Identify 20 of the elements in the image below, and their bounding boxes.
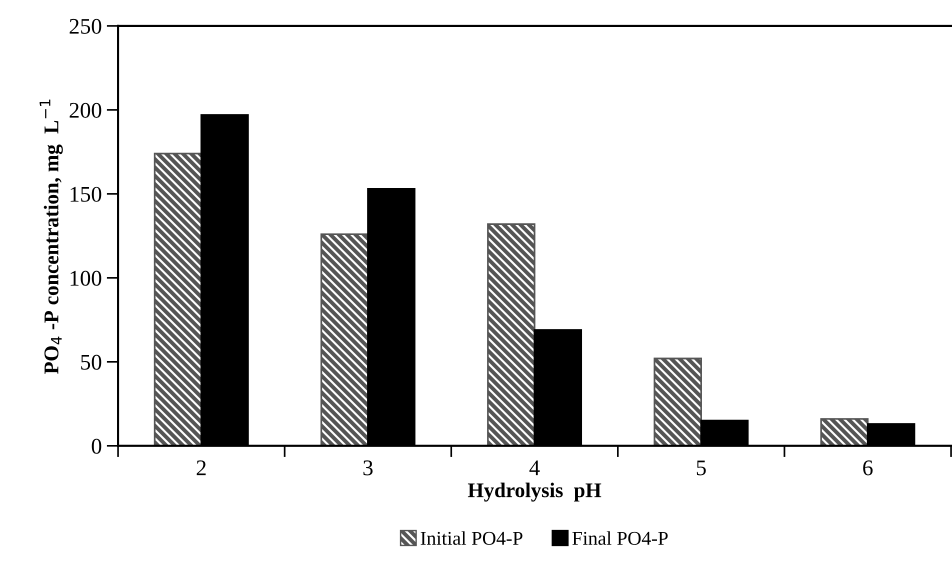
y-tick-label: 150 bbox=[70, 186, 102, 202]
bar bbox=[654, 358, 702, 446]
y-tick-label: 0 bbox=[92, 438, 102, 454]
bar bbox=[320, 233, 369, 446]
x-tick-label: 6 bbox=[863, 460, 873, 476]
bar bbox=[154, 152, 202, 446]
y-tick-label: 250 bbox=[70, 18, 102, 34]
x-axis-title: Hydrolysis pH bbox=[468, 482, 602, 502]
x-tick-label: 3 bbox=[363, 460, 373, 476]
y-tick-label: 200 bbox=[70, 102, 102, 118]
x-tick-label: 5 bbox=[696, 460, 706, 476]
bar bbox=[820, 418, 869, 446]
x-tick-label: 2 bbox=[196, 460, 206, 476]
y-tick-label: 100 bbox=[70, 270, 102, 286]
bar bbox=[487, 223, 536, 446]
x-tick-label: 4 bbox=[529, 460, 540, 476]
legend-label: Final PO4-P bbox=[572, 531, 668, 545]
y-tick-label: 50 bbox=[81, 354, 102, 370]
y-axis-title: PO$_{4}$ -P concentration, mg L$^{−1}$ bbox=[40, 100, 63, 374]
legend-label: Initial PO4-P bbox=[420, 531, 522, 545]
